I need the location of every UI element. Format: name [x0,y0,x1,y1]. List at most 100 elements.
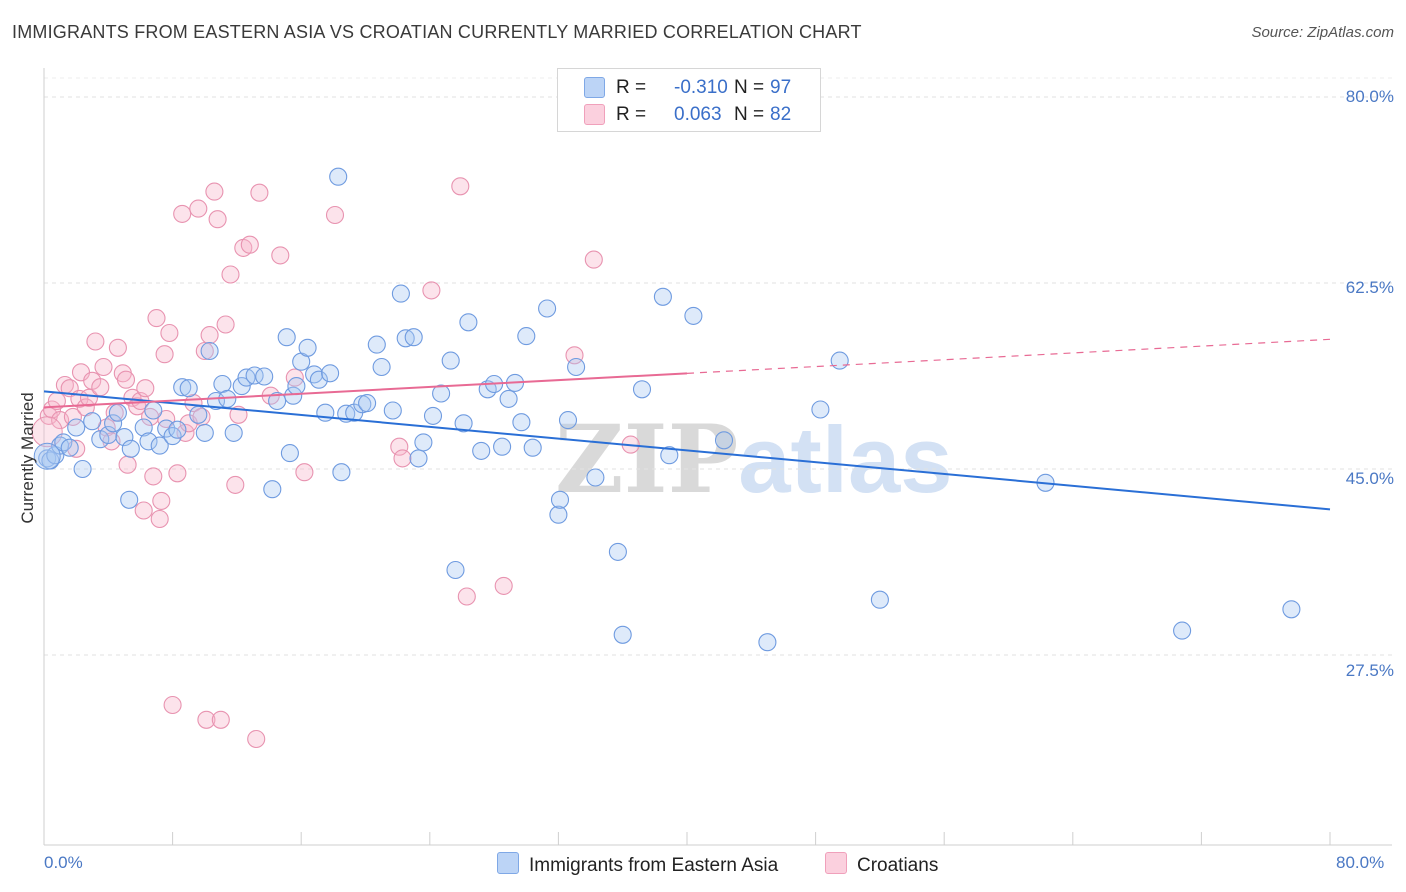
legend-r-value: 0.063 [674,104,722,125]
data-point [200,341,219,361]
data-point [393,449,412,468]
data-point [321,364,340,383]
legend-n-label: N = [734,104,765,125]
data-point [414,433,433,452]
data-point [226,475,245,494]
data-point [247,729,266,749]
data-point [197,710,216,729]
data-point [632,380,652,399]
legend-r-value: -0.310 [674,77,728,98]
chart-title: IMMIGRANTS FROM EASTERN ASIA VS CROATIAN… [12,22,862,42]
watermark: ZIPatlas [555,405,953,515]
data-point [150,436,169,455]
data-point [157,409,176,429]
data-point [493,437,512,456]
legend-r-label: R = [616,77,647,98]
data-point [63,407,82,426]
trend-line-eastern-asia [43,390,1331,511]
data-point [73,459,92,479]
data-point [383,401,402,420]
data-point [608,542,627,561]
data-point [173,378,192,397]
data-point [517,327,536,346]
data-point [404,328,423,347]
legend-r-label: R = [616,104,647,125]
data-point [144,467,163,486]
data-point [280,444,299,463]
watermark-atlas: atlas [738,407,953,512]
watermark-zip: ZIP [555,405,739,515]
data-point [255,367,274,386]
data-point [224,423,243,442]
data-point [441,351,460,370]
data-point [118,455,137,474]
data-point [163,695,182,715]
bottom-legend-croatians: Croatians [825,852,938,877]
data-point [211,710,230,729]
data-point [250,183,269,202]
data-point [390,437,409,456]
data-point [538,299,557,318]
x-tick-label-min: 0.0% [44,853,83,872]
data-point [830,351,849,370]
data-point [99,425,118,445]
data-point [457,587,476,606]
data-point [60,438,79,457]
data-point [115,428,134,447]
croatians-points [31,177,640,749]
data-point [287,377,306,396]
data-point [208,210,227,229]
x-tick-label-max: 80.0% [1336,853,1385,872]
grid-lines [44,77,1392,656]
data-point [1173,621,1192,640]
data-point [372,357,391,377]
data-point [653,287,672,306]
data-point [451,177,470,196]
data-point [523,438,542,457]
bottom-legend-eastern-asia: Immigrants from Eastern Asia [497,852,778,877]
data-point [108,403,127,422]
data-point [173,204,192,223]
data-point [494,576,513,595]
data-point [277,328,296,347]
data-point [136,379,155,398]
data-point [305,365,324,384]
data-point [432,384,451,403]
data-point [150,509,169,529]
data-point [134,418,153,437]
data-point [189,199,208,218]
data-point [120,490,139,509]
data-point [295,463,314,482]
data-point [221,265,240,284]
data-point [139,432,158,451]
data-point [206,391,226,411]
data-point [309,370,328,389]
data-point [391,284,410,303]
bottom-legend-swatch-blue [497,852,519,874]
data-point [189,405,208,424]
data-point [660,446,679,465]
data-point [168,420,187,439]
data-point [91,378,110,397]
data-point [512,413,531,432]
legend-n-value: 97 [770,77,792,98]
data-point [104,414,123,433]
data-point [268,391,287,411]
data-point [200,326,219,345]
data-point [423,406,443,425]
trend-lines [43,338,1331,511]
data-point [422,281,441,300]
y-tick-label: 45.0% [1345,469,1394,488]
data-point [758,633,777,652]
data-point [67,418,86,437]
data-point [714,431,734,450]
data-point [811,400,830,419]
data-point [134,501,153,520]
data-point [567,357,586,377]
data-point [160,323,179,343]
data-point [116,370,136,389]
data-point [446,560,465,580]
data-point [586,468,605,487]
data-point [232,377,251,396]
